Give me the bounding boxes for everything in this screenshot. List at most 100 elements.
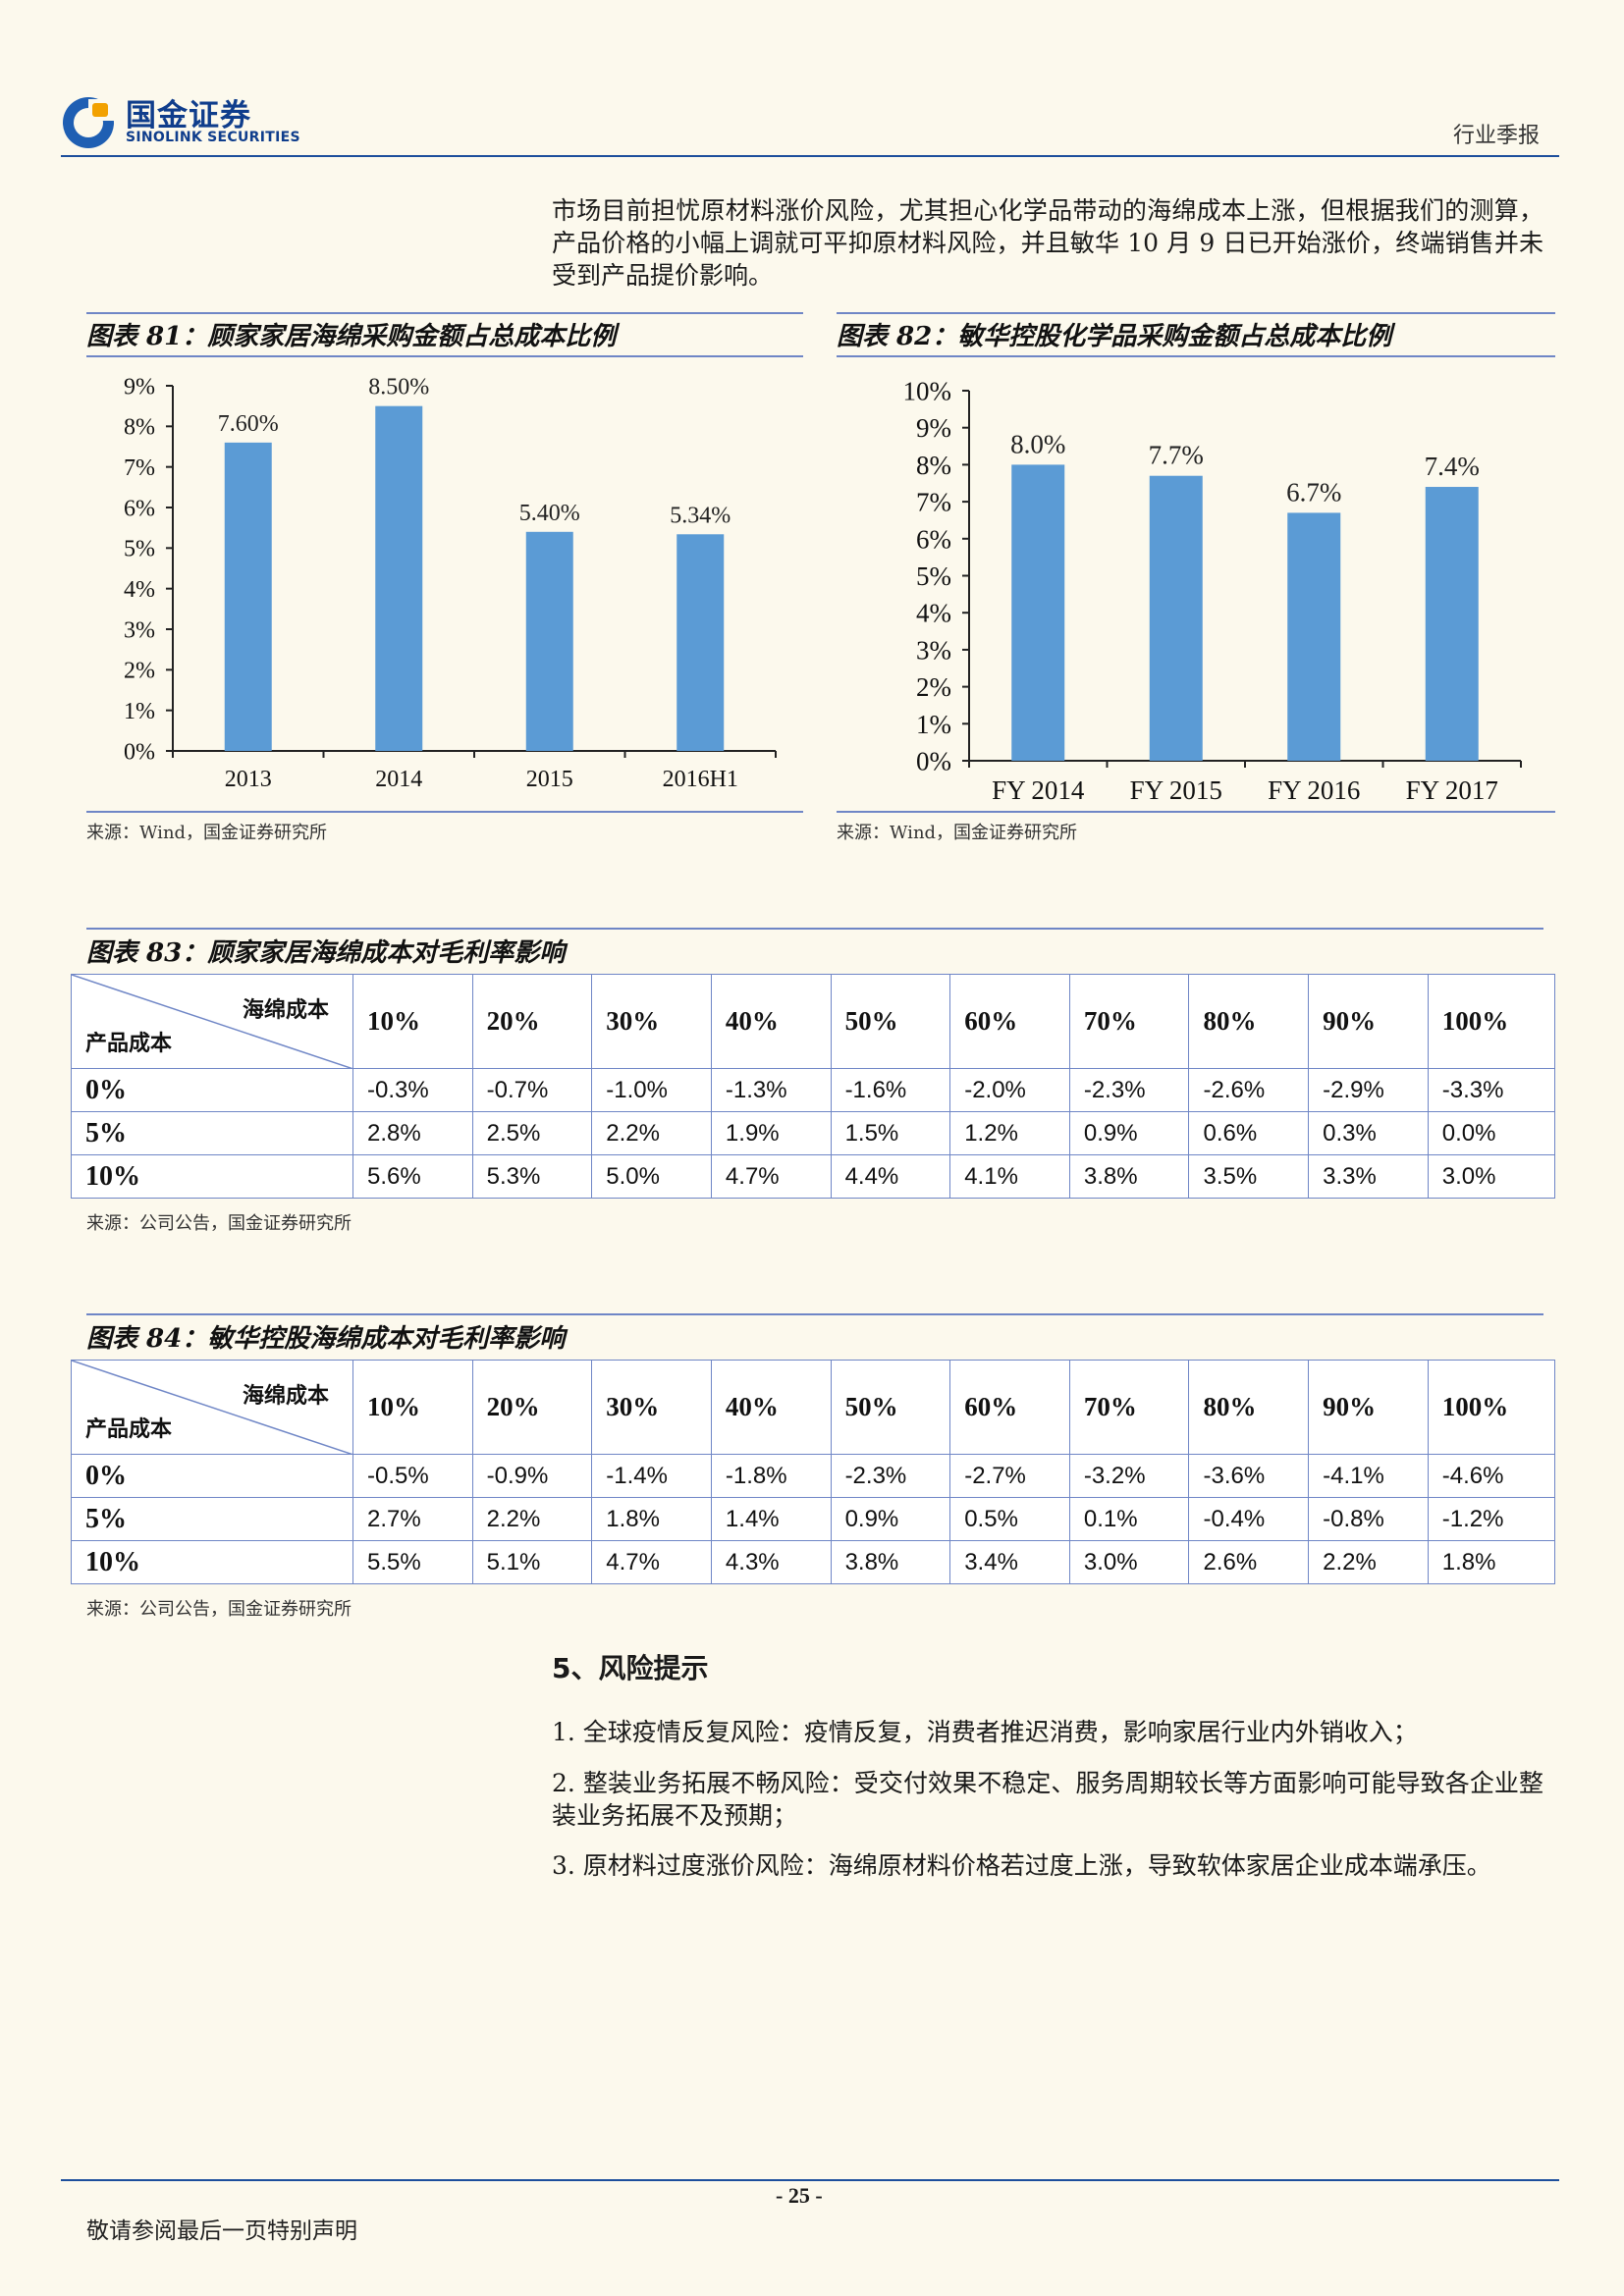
table-cell: -2.3%: [830, 1454, 951, 1498]
y-tick-label: 6%: [124, 496, 155, 521]
bar: [224, 442, 272, 751]
table-cell: 4.7%: [591, 1540, 712, 1584]
row-header: 5%: [71, 1111, 353, 1155]
table-cell: 1.9%: [710, 1111, 832, 1155]
y-tick-label: 7%: [124, 455, 155, 481]
table-cell: 5.5%: [352, 1540, 473, 1584]
table-cell: -0.8%: [1308, 1497, 1429, 1541]
data-label: 5.34%: [670, 503, 731, 528]
x-tick-label: FY 2017: [1406, 775, 1498, 805]
table-cell: -0.3%: [352, 1068, 473, 1112]
table-cell: -1.0%: [591, 1068, 712, 1112]
table-cell: 3.0%: [1427, 1154, 1556, 1199]
table-cell: -3.6%: [1188, 1454, 1310, 1498]
column-header: 90%: [1308, 974, 1429, 1069]
table-corner-header: 海绵成本 产品成本: [71, 974, 353, 1069]
risk-section-title: 5、风险提示: [552, 1652, 709, 1684]
data-label: 7.7%: [1149, 441, 1204, 470]
column-header: 80%: [1188, 1360, 1310, 1455]
table-cell: 2.5%: [471, 1111, 593, 1155]
table-cell: -2.9%: [1308, 1068, 1429, 1112]
table-cell: -2.7%: [949, 1454, 1070, 1498]
bar: [525, 531, 573, 751]
table83-top-rule: [86, 928, 1543, 930]
table-cell: 0.9%: [830, 1497, 951, 1541]
table-cell: -1.4%: [591, 1454, 712, 1498]
diagonal-divider: [72, 1361, 353, 1455]
row-header: 0%: [71, 1068, 353, 1112]
table-cell: 0.9%: [1068, 1111, 1190, 1155]
data-label: 7.60%: [218, 411, 279, 437]
table-row: 10% 5.6% 5.3% 5.0% 4.7% 4.4% 4.1% 3.8% 3.5% 3.3% 3…: [71, 1154, 1556, 1199]
fig81-title-rule: [86, 355, 803, 357]
table-cell: 3.4%: [949, 1540, 1070, 1584]
table-cell: 1.8%: [591, 1497, 712, 1541]
y-tick-label: 6%: [916, 524, 951, 554]
data-label: 6.7%: [1286, 477, 1341, 507]
table-cell: -1.6%: [830, 1068, 951, 1112]
table-cell: -0.4%: [1188, 1497, 1310, 1541]
header-divider: [61, 155, 1559, 157]
x-tick-label: 2015: [526, 767, 573, 792]
y-tick-label: 10%: [903, 376, 952, 405]
column-header: 20%: [471, 974, 593, 1069]
column-header: 30%: [591, 974, 712, 1069]
table-row: 0% -0.3% -0.7% -1.0% -1.3% -1.6% -2.0% -2.3% -2.…: [71, 1068, 1556, 1112]
column-header: 50%: [830, 1360, 951, 1455]
table-row: 5% 2.7% 2.2% 1.8% 1.4% 0.9% 0.5% 0.1% -0.4% -0.8%…: [71, 1497, 1556, 1541]
y-tick-label: 9%: [916, 413, 951, 443]
bar: [677, 534, 725, 751]
data-label: 7.4%: [1425, 452, 1480, 481]
row-header: 10%: [71, 1540, 353, 1584]
fig82-title: 图表 82：敏华控股化学品采购金额占总成本比例: [837, 322, 1392, 351]
table83-sensitivity-table: 海绵成本 产品成本 10% 20% 30% 40% 50% 60% 70% 80% 90% 100% 0…: [71, 974, 1556, 1199]
x-tick-label: 2013: [225, 767, 272, 792]
sinolink-logo-icon: [63, 97, 114, 148]
table-cell: 5.1%: [471, 1540, 593, 1584]
y-tick-label: 3%: [916, 635, 951, 665]
bar: [1287, 512, 1341, 761]
x-tick-label: FY 2014: [992, 775, 1085, 805]
y-tick-label: 7%: [916, 488, 951, 517]
table-row: 10% 5.5% 5.1% 4.7% 4.3% 3.8% 3.4% 3.0% 2.6% 2.2% 1…: [71, 1540, 1556, 1584]
table-cell: 2.8%: [352, 1111, 473, 1155]
fig82-bar-chart: 0% 1% 2% 3% 4% 5% 6% 7% 8% 9% 10% 8.0% FY 2014 7.7% FY…: [903, 376, 1522, 805]
y-tick-label: 4%: [916, 599, 951, 628]
bar: [1011, 464, 1065, 761]
table-cell: 4.1%: [949, 1154, 1070, 1199]
table-cell: -1.8%: [710, 1454, 832, 1498]
table84-title: 图表 84：敏华控股海绵成本对毛利率影响: [86, 1324, 566, 1354]
report-type-label: 行业季报: [1452, 124, 1540, 148]
fig81-top-rule: [86, 312, 803, 314]
corner-row-label: 产品成本: [85, 1031, 173, 1056]
table-cell: 0.6%: [1188, 1111, 1310, 1155]
y-tick-label: 8%: [916, 451, 951, 480]
risk-item-2: 2. 整装业务拓展不畅风险：受交付效果不稳定、服务周期较长等方面影响可能导致各企…: [552, 1769, 1543, 1830]
table-cell: -3.3%: [1427, 1068, 1556, 1112]
table-cell: 2.6%: [1188, 1540, 1310, 1584]
column-header: 50%: [830, 974, 951, 1069]
footer-disclaimer: 敬请参阅最后一页特别声明: [86, 2218, 357, 2244]
table-row: 0% -0.5% -0.9% -1.4% -1.8% -2.3% -2.7% -3.2% -3.…: [71, 1454, 1556, 1498]
table83-source: 来源：公司公告，国金证券研究所: [86, 1213, 352, 1234]
data-label: 8.50%: [368, 375, 429, 400]
row-header: 5%: [71, 1497, 353, 1541]
table-cell: 0.3%: [1308, 1111, 1429, 1155]
footer-divider: [61, 2179, 1559, 2181]
table-cell: 4.3%: [710, 1540, 832, 1584]
column-header: 10%: [352, 974, 473, 1069]
column-header: 60%: [949, 1360, 1070, 1455]
table-cell: 1.5%: [830, 1111, 951, 1155]
y-tick-label: 0%: [916, 746, 951, 775]
table-cell: 2.2%: [1308, 1540, 1429, 1584]
y-tick-label: 0%: [124, 739, 155, 765]
table-cell: 0.1%: [1068, 1497, 1190, 1541]
table-cell: 1.2%: [949, 1111, 1070, 1155]
table-cell: -0.5%: [352, 1454, 473, 1498]
y-tick-label: 3%: [124, 617, 155, 643]
row-header: 10%: [71, 1154, 353, 1199]
y-tick-label: 5%: [916, 561, 951, 591]
table-cell: 0.5%: [949, 1497, 1070, 1541]
table-cell: 3.3%: [1308, 1154, 1429, 1199]
x-tick-label: 2014: [375, 767, 422, 792]
